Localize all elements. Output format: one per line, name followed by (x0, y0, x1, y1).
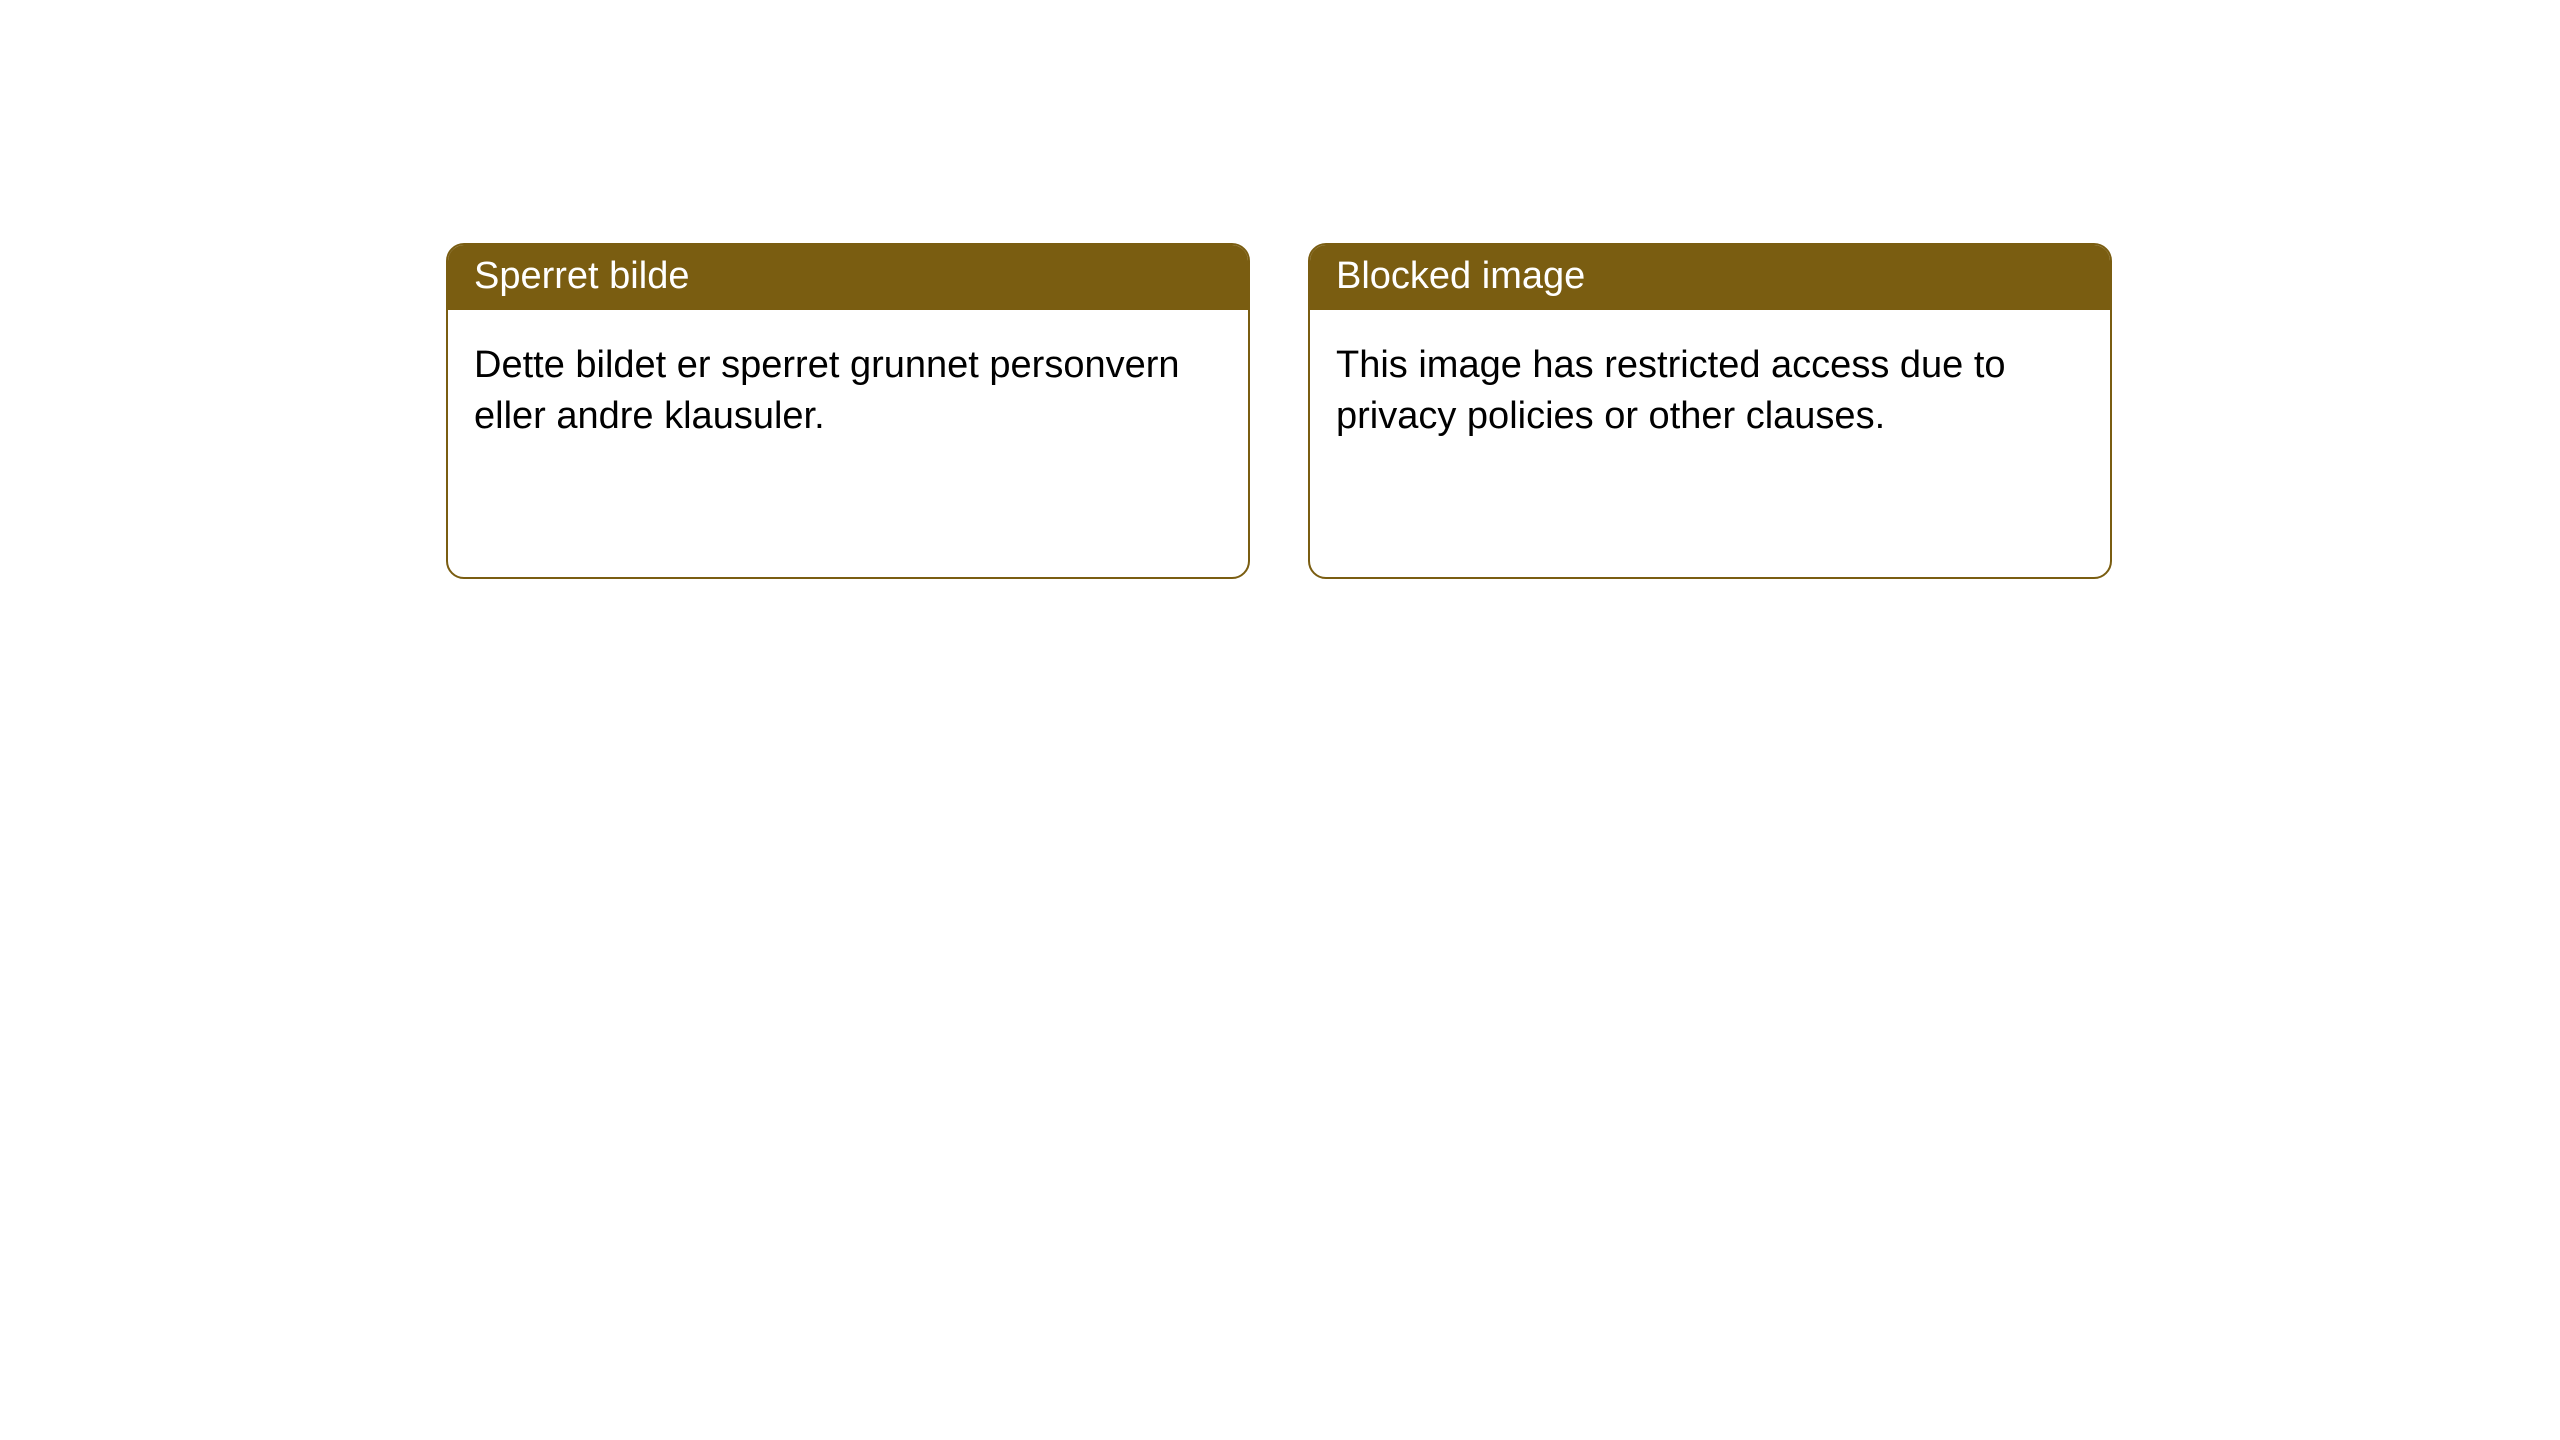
card-header: Sperret bilde (448, 245, 1248, 310)
notice-card-norwegian: Sperret bilde Dette bildet er sperret gr… (446, 243, 1250, 579)
notice-container: Sperret bilde Dette bildet er sperret gr… (446, 243, 2112, 579)
card-body: This image has restricted access due to … (1310, 310, 2110, 473)
card-body: Dette bildet er sperret grunnet personve… (448, 310, 1248, 473)
card-header: Blocked image (1310, 245, 2110, 310)
notice-card-english: Blocked image This image has restricted … (1308, 243, 2112, 579)
